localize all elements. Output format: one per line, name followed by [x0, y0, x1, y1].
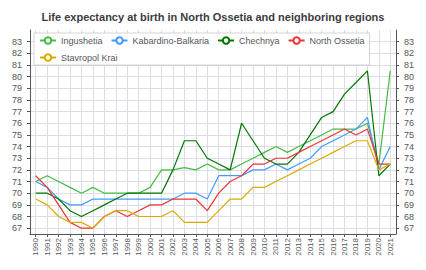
svg-text:2009: 2009 — [249, 237, 258, 255]
svg-text:2013: 2013 — [294, 237, 303, 255]
svg-text:79: 79 — [12, 83, 22, 93]
svg-text:2005: 2005 — [203, 237, 212, 255]
svg-text:2016: 2016 — [329, 237, 338, 255]
svg-text:70: 70 — [12, 188, 22, 198]
svg-text:80: 80 — [404, 72, 414, 82]
svg-text:77: 77 — [404, 107, 414, 117]
svg-text:2012: 2012 — [283, 237, 292, 255]
svg-text:Kabardino-Balkaria: Kabardino-Balkaria — [133, 36, 210, 46]
svg-text:73: 73 — [404, 153, 414, 163]
svg-text:83: 83 — [12, 37, 22, 47]
svg-text:1999: 1999 — [134, 237, 143, 255]
svg-text:71: 71 — [404, 177, 414, 187]
svg-text:2019: 2019 — [363, 237, 372, 255]
svg-text:2014: 2014 — [306, 237, 315, 255]
svg-text:1993: 1993 — [66, 237, 75, 255]
svg-text:2008: 2008 — [237, 237, 246, 255]
svg-text:83: 83 — [404, 37, 414, 47]
svg-text:81: 81 — [404, 60, 414, 70]
svg-text:1992: 1992 — [54, 237, 63, 255]
svg-text:2018: 2018 — [351, 237, 360, 255]
svg-text:2006: 2006 — [214, 237, 223, 255]
svg-text:1996: 1996 — [100, 237, 109, 255]
svg-text:2003: 2003 — [180, 237, 189, 255]
svg-text:2015: 2015 — [317, 237, 326, 255]
svg-text:76: 76 — [12, 118, 22, 128]
svg-text:71: 71 — [12, 177, 22, 187]
svg-text:2010: 2010 — [260, 237, 269, 255]
svg-text:69: 69 — [12, 200, 22, 210]
svg-text:72: 72 — [12, 165, 22, 175]
svg-text:2002: 2002 — [168, 237, 177, 255]
svg-text:Life expectancy at birth in No: Life expectancy at birth in North Osseti… — [42, 11, 385, 23]
svg-text:67: 67 — [12, 223, 22, 233]
svg-text:2011: 2011 — [271, 237, 280, 255]
svg-text:70: 70 — [404, 188, 414, 198]
svg-text:69: 69 — [404, 200, 414, 210]
svg-text:2021: 2021 — [386, 237, 395, 255]
svg-text:81: 81 — [12, 60, 22, 70]
svg-text:78: 78 — [404, 95, 414, 105]
svg-text:2000: 2000 — [146, 237, 155, 255]
svg-text:1998: 1998 — [123, 237, 132, 255]
svg-text:82: 82 — [12, 48, 22, 58]
svg-text:2001: 2001 — [157, 237, 166, 255]
svg-text:North Ossetia: North Ossetia — [310, 36, 365, 46]
svg-text:78: 78 — [12, 95, 22, 105]
svg-text:68: 68 — [404, 212, 414, 222]
svg-text:77: 77 — [12, 107, 22, 117]
svg-text:2017: 2017 — [340, 237, 349, 255]
svg-text:82: 82 — [404, 48, 414, 58]
svg-text:2020: 2020 — [374, 237, 383, 255]
svg-text:Stavropol Krai: Stavropol Krai — [61, 53, 118, 63]
svg-text:74: 74 — [404, 142, 414, 152]
svg-text:75: 75 — [12, 130, 22, 140]
svg-text:1997: 1997 — [111, 237, 120, 255]
svg-text:73: 73 — [12, 153, 22, 163]
svg-text:68: 68 — [12, 212, 22, 222]
svg-text:1990: 1990 — [31, 237, 40, 255]
svg-text:76: 76 — [404, 118, 414, 128]
svg-text:75: 75 — [404, 130, 414, 140]
svg-text:1991: 1991 — [43, 237, 52, 255]
svg-text:74: 74 — [12, 142, 22, 152]
svg-text:2004: 2004 — [191, 237, 200, 255]
svg-text:79: 79 — [404, 83, 414, 93]
svg-text:80: 80 — [12, 72, 22, 82]
svg-text:67: 67 — [404, 223, 414, 233]
svg-text:72: 72 — [404, 165, 414, 175]
svg-text:2007: 2007 — [226, 237, 235, 255]
svg-text:Ingushetia: Ingushetia — [61, 36, 103, 46]
svg-text:1995: 1995 — [88, 237, 97, 255]
svg-text:1994: 1994 — [77, 237, 86, 255]
svg-text:Chechnya: Chechnya — [239, 36, 280, 46]
